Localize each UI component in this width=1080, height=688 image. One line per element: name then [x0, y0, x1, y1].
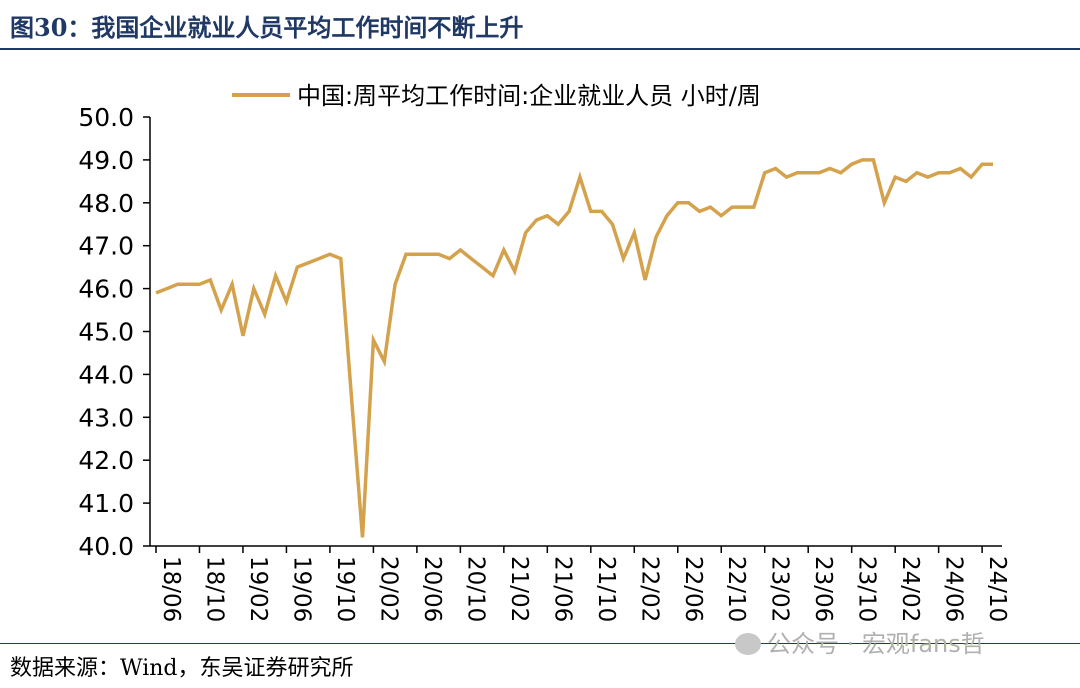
x-tick-label: 20/02: [375, 556, 401, 622]
y-tick-label: 47.0: [78, 232, 134, 261]
x-tick-label: 20/10: [462, 556, 488, 622]
x-tick-label: 22/06: [680, 556, 706, 622]
x-tick-label: 19/06: [288, 556, 314, 622]
wechat-icon: [735, 633, 761, 655]
y-tick-label: 45.0: [78, 318, 134, 347]
y-tick-label: 41.0: [78, 489, 134, 518]
y-tick-label: 40.0: [78, 532, 134, 561]
x-tick-label: 23/06: [810, 556, 836, 622]
x-tick-label: 19/10: [332, 556, 358, 622]
y-tick-label: 49.0: [78, 146, 134, 175]
y-tick-label: 46.0: [78, 275, 134, 304]
x-tick-label: 23/10: [854, 556, 880, 622]
y-tick-label: 48.0: [78, 189, 134, 218]
x-tick-label: 18/06: [158, 556, 184, 622]
header-rule: [0, 48, 1080, 50]
x-tick-label: 24/02: [897, 556, 923, 622]
x-tick-label: 21/10: [593, 556, 619, 622]
footer-rule: [0, 643, 1080, 644]
y-tick-label: 50.0: [78, 103, 134, 132]
y-tick-label: 42.0: [78, 446, 134, 475]
plot-area: [155, 158, 993, 538]
watermark: 公众号 · 宏观fans哲: [735, 624, 985, 659]
x-tick-label: 21/02: [506, 556, 532, 622]
x-tick-label: 19/02: [245, 556, 271, 622]
x-tick-label: 22/02: [636, 556, 662, 622]
x-tick-label: 23/02: [767, 556, 793, 622]
watermark-text: 公众号 · 宏观fans哲: [767, 630, 985, 658]
x-axis: 18/06 18/10 19/02 19/06 19/10 20/02 20/06 20/10…: [150, 545, 1010, 622]
y-axis: 40.0 41.0 42.0 43.0 44.0 45.0 46.0 47.0 48.0 49.0…: [78, 103, 151, 561]
y-tick-label: 43.0: [78, 403, 134, 432]
legend: 中国:周平均工作时间:企业就业人员 小时/周: [232, 82, 761, 110]
figure-title: 图30：我国企业就业人员平均工作时间不断上升: [10, 13, 524, 42]
x-tick-label: 21/06: [549, 556, 575, 622]
y-tick-label: 44.0: [78, 360, 134, 389]
line-chart: 中国:周平均工作时间:企业就业人员 小时/周 40.041.042.043.04…: [78, 82, 1010, 622]
x-tick-label: 24/10: [984, 556, 1010, 622]
x-tick-label: 18/10: [201, 556, 227, 622]
x-tick-label: 20/06: [419, 556, 445, 622]
x-tick-label: 22/10: [723, 556, 749, 622]
legend-label: 中国:周平均工作时间:企业就业人员 小时/周: [297, 82, 761, 110]
x-tick-label: 24/06: [941, 556, 967, 622]
figure-header: 图30：我国企业就业人员平均工作时间不断上升: [0, 0, 1080, 50]
source-note: 数据来源：Wind，东吴证券研究所: [10, 656, 354, 681]
series-line: [155, 158, 993, 538]
